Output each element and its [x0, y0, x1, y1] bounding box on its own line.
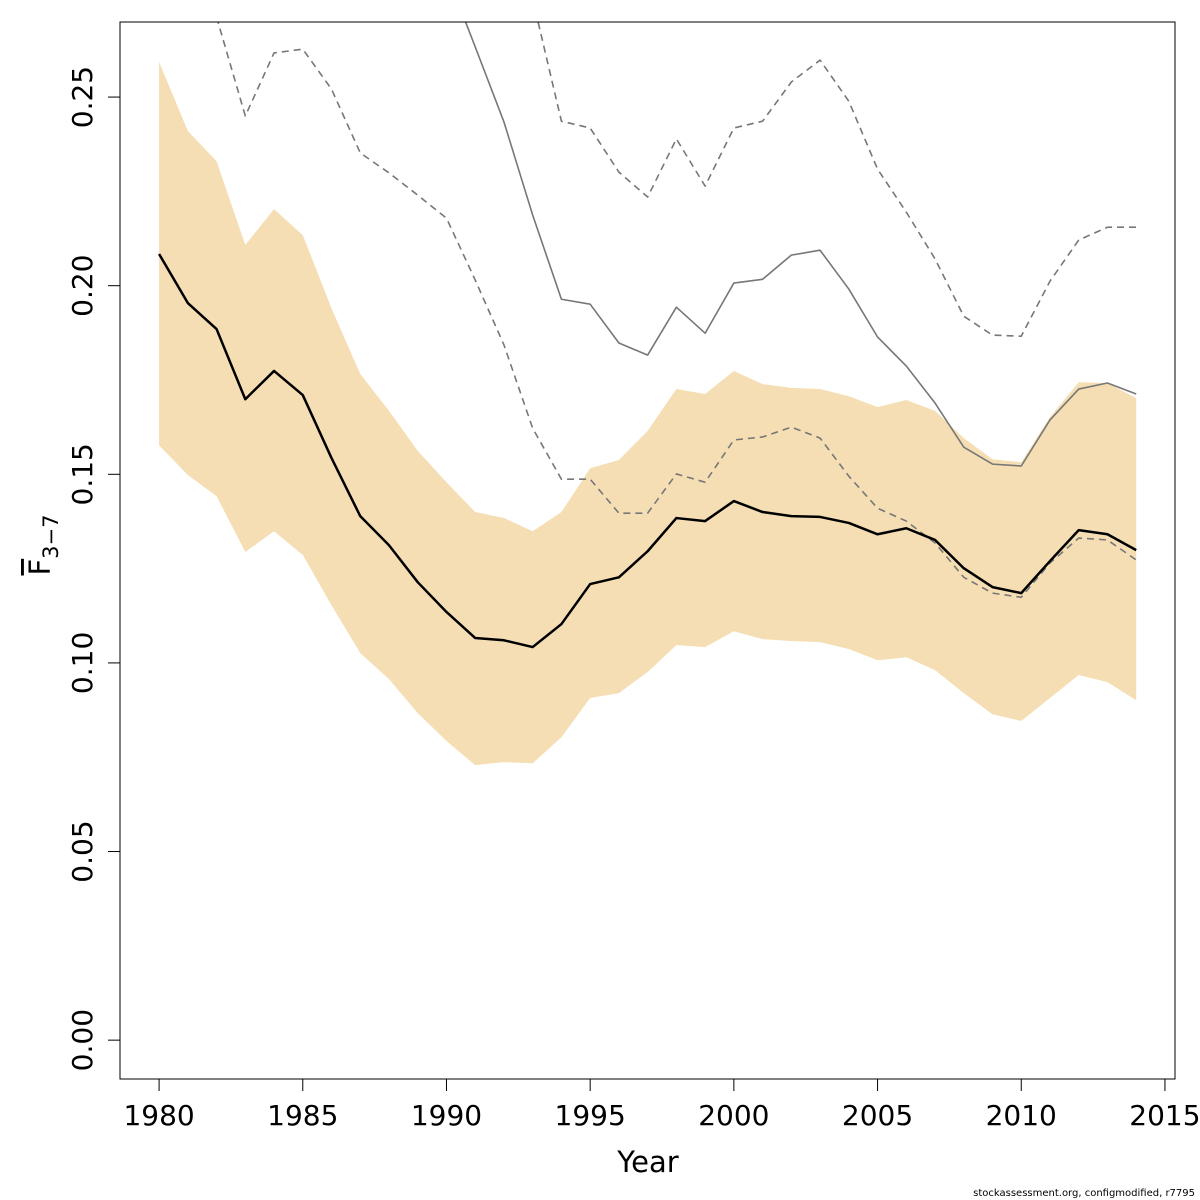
series-line	[537, 22, 1137, 338]
y-tick-label: 0.15	[66, 443, 99, 505]
series-line	[217, 22, 1137, 599]
x-tick-label: 2015	[1129, 1099, 1200, 1132]
y-tick-label: 0.25	[66, 66, 99, 128]
x-tick-label: 1995	[555, 1099, 626, 1132]
x-tick-label: 1980	[123, 1099, 194, 1132]
plot-frame	[119, 21, 1176, 1080]
series-line	[158, 253, 1137, 649]
x-tick-label: 1985	[267, 1099, 338, 1132]
footnote: stockassessment.org, configmodified, r77…	[973, 1188, 1195, 1199]
y-tick-label: 0.05	[66, 820, 99, 882]
y-axis-label-main: F	[23, 559, 57, 576]
x-axis-label: Year	[616, 1145, 678, 1179]
y-tick-label: 0.00	[66, 1009, 99, 1071]
y-axis-label-subscript: 3−7	[39, 514, 63, 558]
plot-area	[158, 22, 1137, 766]
y-tick-label: 0.20	[66, 255, 99, 317]
x-tick-label: 2005	[842, 1099, 913, 1132]
x-tick-label: 2000	[698, 1099, 769, 1132]
x-tick-label: 1990	[411, 1099, 482, 1132]
y-tick-label: 0.10	[66, 632, 99, 694]
x-tick-label: 2010	[986, 1099, 1057, 1132]
y-axis-label: F3−7	[23, 514, 63, 575]
confidence-band	[159, 61, 1137, 766]
series-line	[464, 22, 1137, 467]
